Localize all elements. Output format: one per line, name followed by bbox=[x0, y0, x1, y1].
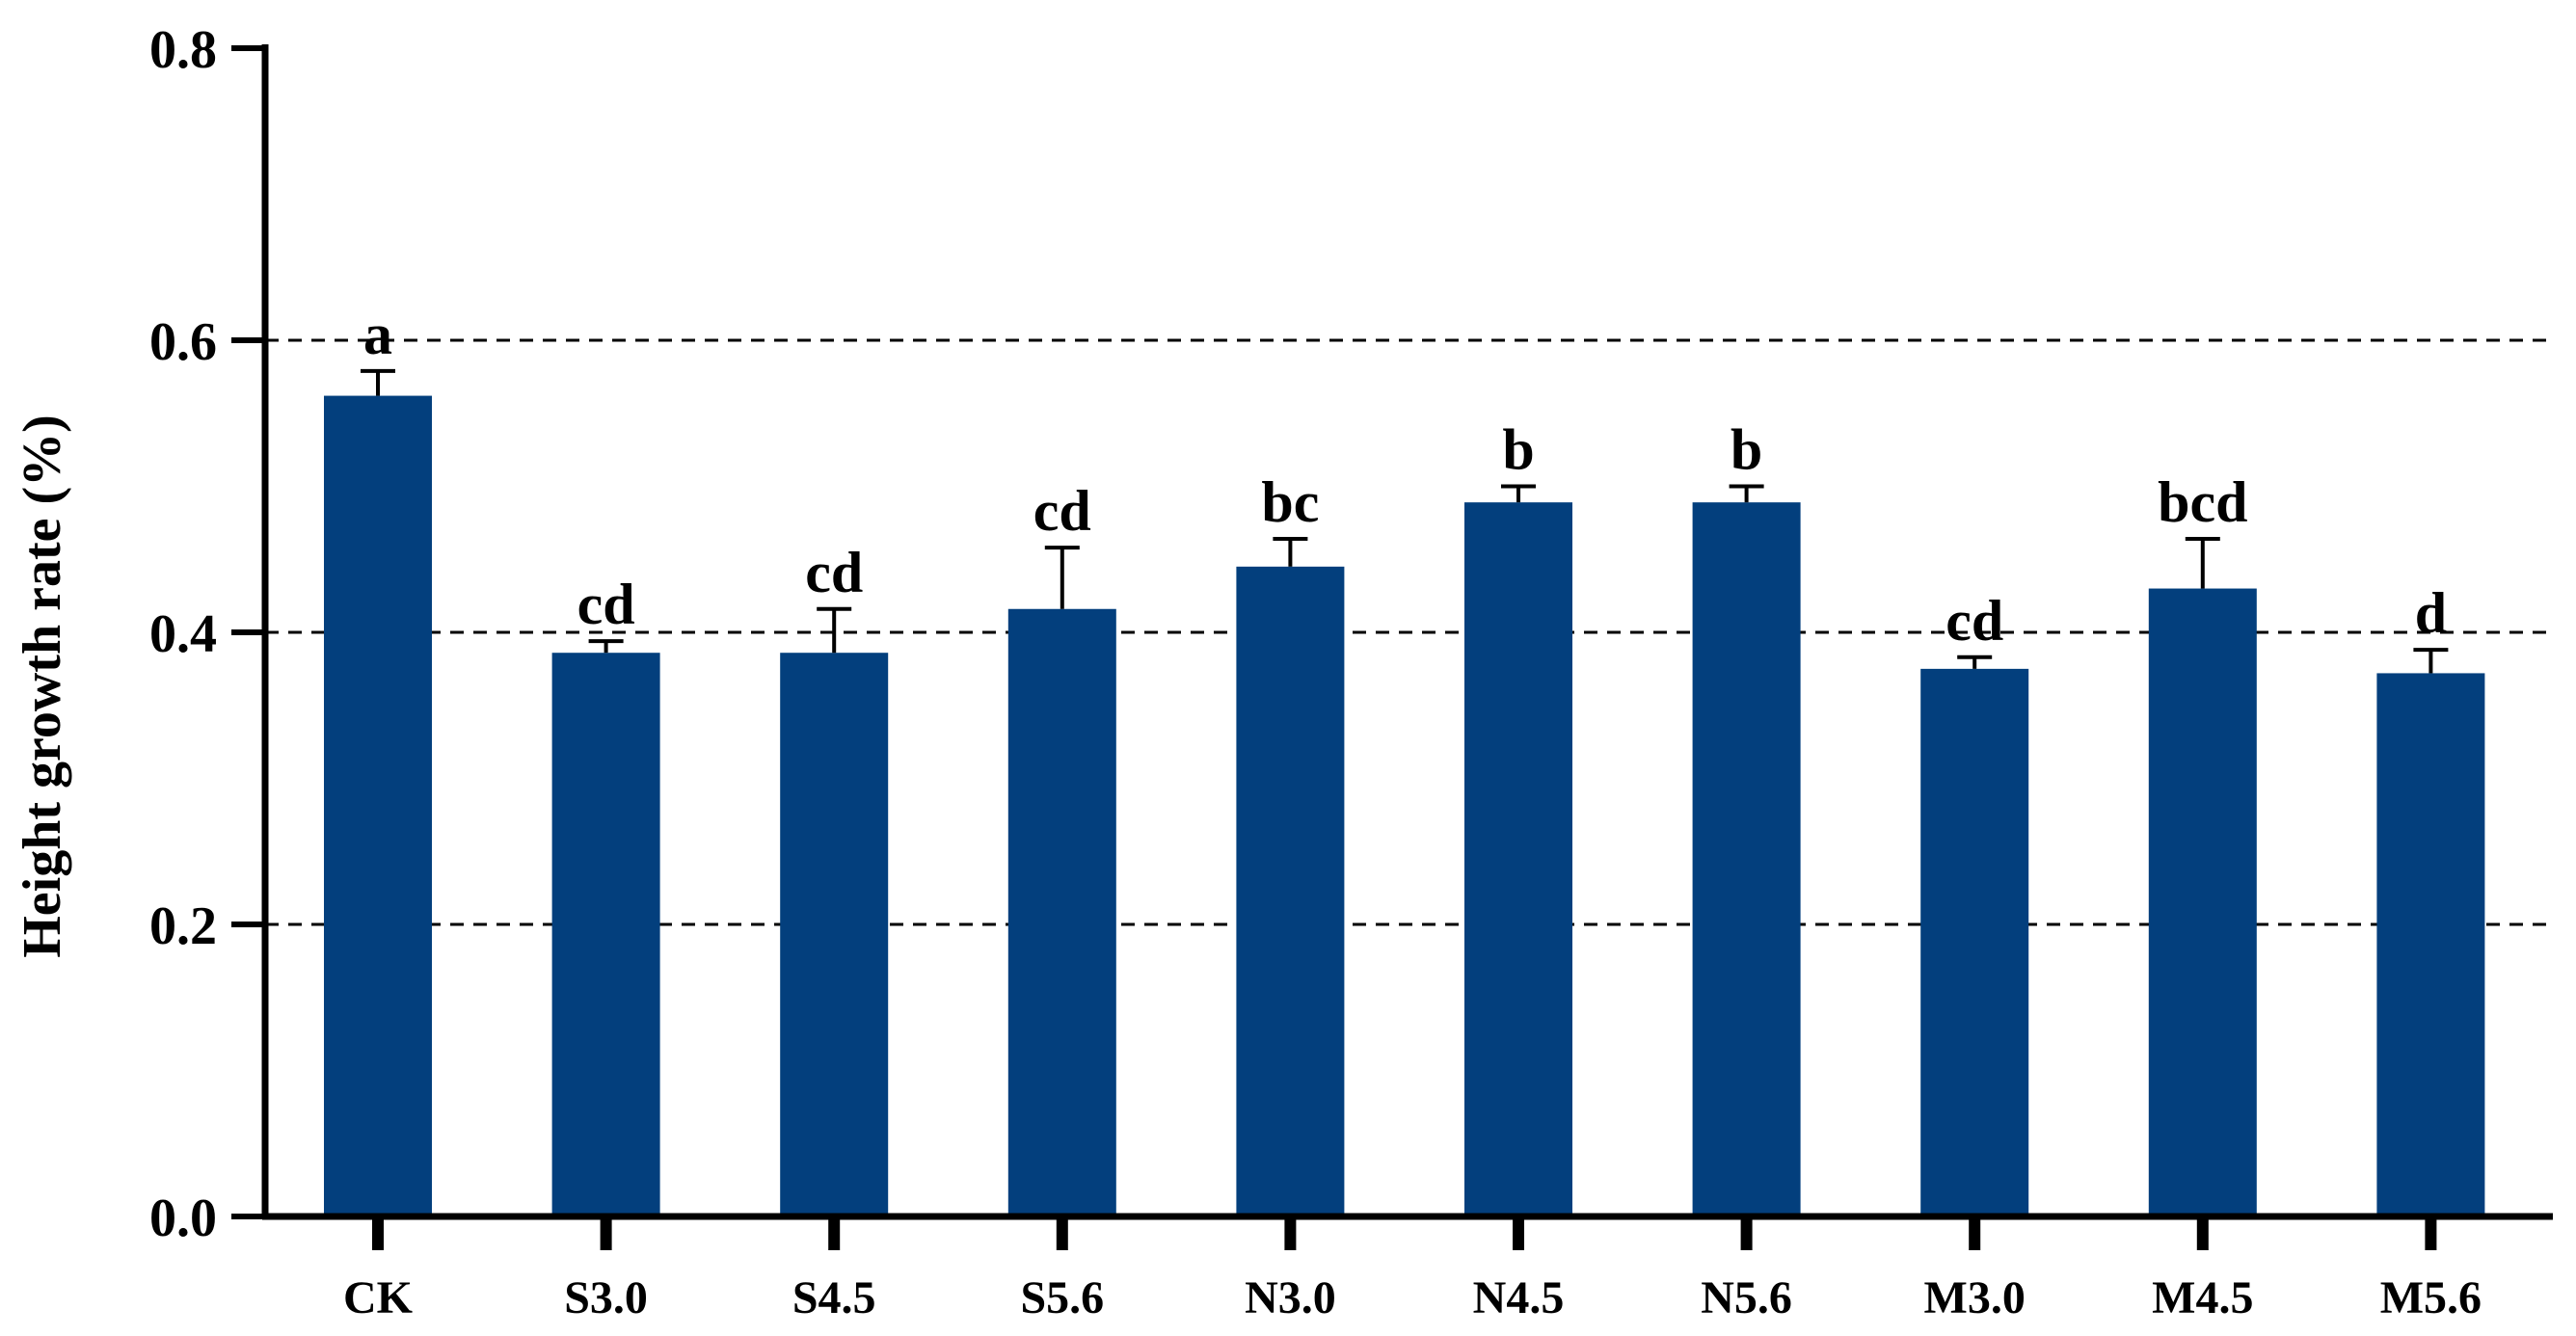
bar bbox=[2376, 673, 2485, 1216]
x-tick-label: M5.6 bbox=[2380, 1272, 2482, 1323]
bar bbox=[1692, 502, 1801, 1216]
x-tick-label: N4.5 bbox=[1473, 1272, 1565, 1323]
bar bbox=[780, 653, 889, 1216]
bar bbox=[1007, 608, 1116, 1216]
significance-letter: bcd bbox=[2158, 470, 2247, 534]
y-tick-label: 0.6 bbox=[149, 312, 217, 372]
axes bbox=[231, 44, 2553, 1250]
significance-letter: b bbox=[1731, 418, 1762, 482]
significance-letter: bc bbox=[1261, 470, 1319, 534]
significance-letter: d bbox=[2415, 581, 2447, 645]
bar bbox=[1464, 502, 1572, 1216]
x-tick-label: S5.6 bbox=[1020, 1272, 1104, 1323]
bar bbox=[1236, 566, 1345, 1216]
y-tick-label: 0.8 bbox=[149, 20, 217, 80]
significance-letter: a bbox=[363, 303, 392, 366]
y-tick-label: 0.2 bbox=[149, 896, 217, 956]
x-tick-label: N5.6 bbox=[1701, 1272, 1792, 1323]
x-tick-label: CK bbox=[343, 1272, 413, 1323]
bar bbox=[551, 653, 660, 1216]
x-tick-label: M3.0 bbox=[1924, 1272, 2026, 1323]
significance-letter: cd bbox=[1945, 589, 2003, 653]
x-tick-label: N3.0 bbox=[1245, 1272, 1336, 1323]
significance-letter: b bbox=[1502, 418, 1534, 482]
bar bbox=[1920, 668, 2029, 1216]
significance-letter: cd bbox=[1033, 479, 1091, 543]
y-tick-label: 0.4 bbox=[149, 604, 217, 664]
significance-letter: cd bbox=[577, 573, 635, 636]
significance-letter: cd bbox=[805, 541, 863, 604]
x-tick-label: S4.5 bbox=[792, 1272, 876, 1323]
x-tick-label: S3.0 bbox=[564, 1272, 648, 1323]
bar bbox=[2148, 588, 2257, 1216]
y-axis-label: Height growth rate (%) bbox=[13, 414, 72, 958]
y-tick-label: 0.0 bbox=[149, 1189, 217, 1248]
bar bbox=[324, 395, 432, 1216]
bars bbox=[324, 368, 2485, 1216]
x-tick-label: M4.5 bbox=[2152, 1272, 2253, 1323]
